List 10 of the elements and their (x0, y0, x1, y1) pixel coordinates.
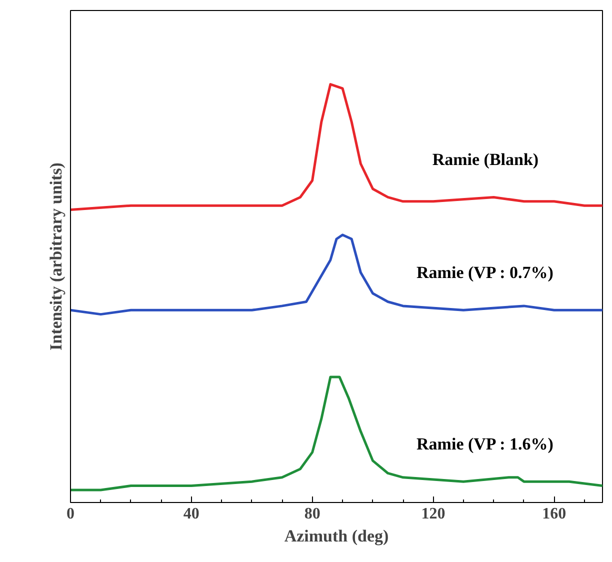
series-label: Ramie (VP : 1.6%) (416, 434, 554, 454)
y-axis-title: Intensity (arbitrary units) (46, 162, 66, 350)
series-label: Ramie (VP : 0.7%) (416, 262, 554, 282)
series-label: Ramie (Blank) (432, 150, 539, 170)
x-tick-label: 120 (421, 506, 446, 522)
x-tick-label: 40 (183, 506, 200, 522)
x-tick-label: 80 (304, 506, 320, 522)
x-axis-title: Azimuth (deg) (284, 526, 389, 546)
x-tick-label: 0 (66, 506, 74, 522)
x-tick-label: 160 (542, 506, 566, 522)
